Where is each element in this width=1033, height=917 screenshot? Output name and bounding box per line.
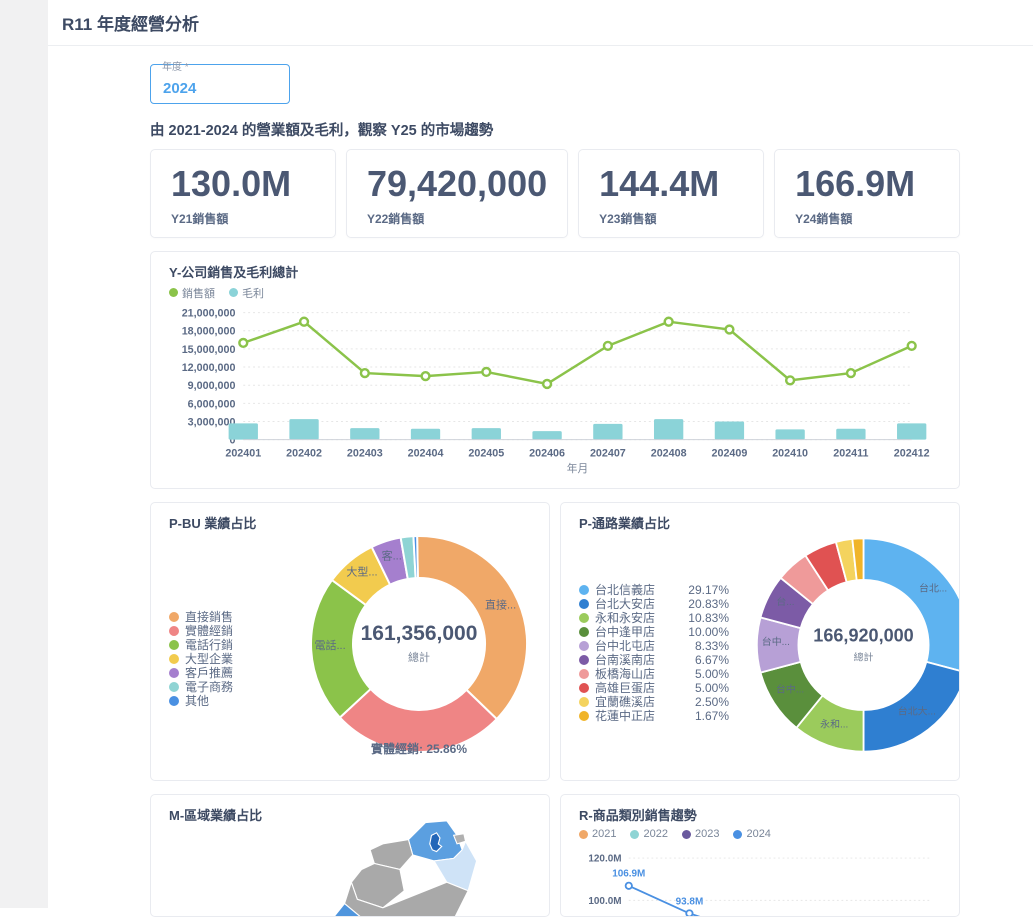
svg-text:93.8M: 93.8M (676, 896, 704, 907)
svg-text:6,000,000: 6,000,000 (188, 398, 236, 410)
svg-text:100.0M: 100.0M (588, 896, 621, 907)
svg-text:202407: 202407 (590, 447, 626, 459)
svg-text:大型...: 大型... (346, 565, 377, 579)
svg-text:202403: 202403 (347, 447, 383, 459)
svg-text:106.9M: 106.9M (612, 869, 645, 880)
svg-text:202408: 202408 (651, 447, 687, 459)
svg-text:202411: 202411 (833, 447, 868, 459)
svg-text:台北大...: 台北大... (898, 705, 936, 718)
svg-text:永和...: 永和... (820, 718, 848, 731)
svg-text:18,000,000: 18,000,000 (182, 325, 236, 337)
svg-text:15,000,000: 15,000,000 (182, 343, 236, 355)
svg-text:202402: 202402 (286, 447, 322, 459)
svg-text:台北...: 台北... (919, 582, 947, 595)
svg-text:直接...: 直接... (485, 598, 516, 612)
svg-text:21,000,000: 21,000,000 (182, 307, 236, 319)
svg-text:202405: 202405 (468, 447, 504, 459)
svg-text:9,000,000: 9,000,000 (188, 380, 236, 392)
svg-text:166,920,000: 166,920,000 (813, 625, 913, 645)
svg-text:總計: 總計 (408, 650, 430, 664)
svg-text:台...: 台... (776, 595, 794, 608)
svg-text:12,000,000: 12,000,000 (182, 362, 236, 374)
svg-text:161,356,000: 161,356,000 (361, 622, 478, 645)
svg-text:120.0M: 120.0M (588, 854, 621, 865)
svg-text:202404: 202404 (408, 447, 444, 459)
svg-text:202409: 202409 (712, 447, 748, 459)
svg-text:202412: 202412 (894, 447, 930, 459)
svg-text:年月: 年月 (567, 461, 588, 474)
svg-text:202406: 202406 (529, 447, 565, 459)
svg-text:總計: 總計 (854, 650, 874, 663)
svg-text:實體經銷: 25.86%: 實體經銷: 25.86% (371, 741, 467, 756)
svg-text:202401: 202401 (225, 447, 261, 459)
svg-text:202410: 202410 (772, 447, 808, 459)
svg-text:台中...: 台中... (776, 683, 804, 696)
svg-text:電話...: 電話... (315, 638, 346, 652)
svg-text:台中...: 台中... (762, 635, 790, 648)
svg-text:客...: 客... (382, 548, 402, 562)
svg-text:3,000,000: 3,000,000 (188, 416, 236, 428)
